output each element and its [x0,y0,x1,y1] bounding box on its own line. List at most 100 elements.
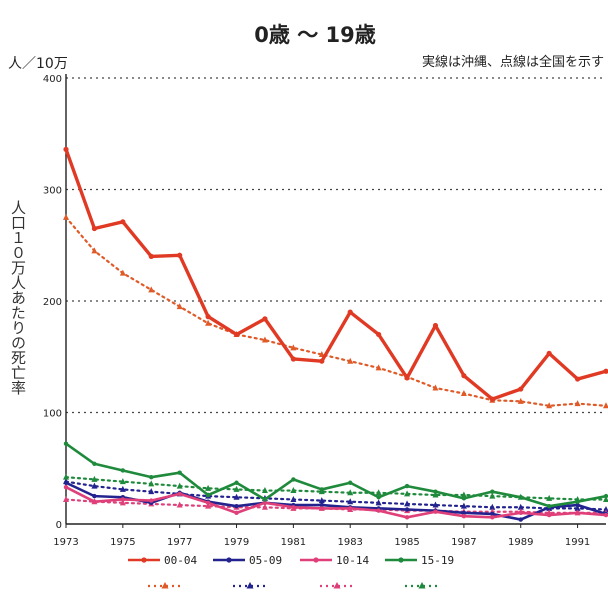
okinawa-point [546,503,552,509]
okinawa-point [461,513,467,519]
national-point [233,493,240,500]
okinawa-point [234,480,239,485]
national-point [404,500,411,507]
okinawa-point [432,322,439,329]
okinawa-point [149,498,154,503]
national-point [375,364,382,371]
national-point [574,504,581,511]
national-point [176,501,183,508]
okinawa-point [92,493,97,499]
okinawa-point [291,505,296,510]
okinawa-point [348,506,353,511]
okinawa-point [205,314,211,320]
national-point [375,489,382,496]
national-point [460,491,467,498]
national-point [347,498,354,505]
x-tick-label: 1979 [224,537,249,548]
okinawa-point [63,480,69,485]
okinawa-point [518,386,524,392]
legend-label: 00-04 [164,554,197,567]
national-point [91,482,98,489]
okinawa-point [433,489,438,494]
okinawa-point [518,495,523,500]
okinawa-point [177,470,182,475]
national-point [375,499,382,506]
okinawa-point [91,225,98,232]
y-tick-label: 100 [43,409,62,420]
national-point [517,397,524,404]
legend-label: 15-19 [421,554,454,567]
national-point [205,502,212,509]
x-tick-label: 1973 [53,537,78,548]
okinawa-point [291,477,296,482]
legend-marker [313,557,319,563]
okinawa-point [120,219,126,225]
national-point [233,485,240,492]
okinawa-point [603,512,608,518]
national-point [290,495,297,502]
okinawa-point [461,496,467,501]
legend-label: 05-09 [249,554,282,567]
okinawa-point [461,373,467,379]
chart-title: 0歳 ～ 19歳 [254,23,375,47]
national-point [432,491,439,498]
national-point [460,390,467,397]
okinawa-point [489,396,495,402]
national-point [176,482,183,489]
legend-marker [398,557,404,563]
national-point [432,384,439,391]
okinawa-point [177,252,183,258]
national-point [261,503,268,510]
okinawa-point [262,497,268,502]
okinawa-point [319,487,324,492]
okinawa-point [148,253,154,259]
okinawa-point [319,358,325,364]
okinawa-point [404,507,410,512]
national-series-line-4 [64,216,608,407]
national-point [119,269,126,276]
chart-note: 実線は沖縄、点線は全国を示す [422,54,604,70]
national-point [63,213,69,220]
okinawa-point [461,510,467,516]
y-axis-title: 人口１０万人あたりの死亡率 [9,200,27,395]
x-tick-label: 1987 [451,537,476,548]
national-point [489,492,496,499]
okinawa-point [149,474,154,480]
okinawa-point [574,376,581,382]
national-point [347,357,354,364]
okinawa-point [233,331,240,338]
x-tick-label: 1983 [337,537,362,548]
okinawa-point [319,502,324,508]
national-point [290,487,297,494]
national-point [546,402,553,409]
national-point [148,480,155,487]
okinawa-series-line-1 [64,481,608,521]
okinawa-point [490,489,495,494]
national-point [546,494,553,501]
national-point [489,503,496,510]
national-point [119,478,126,485]
okinawa-point [92,499,97,504]
okinawa-point [262,316,268,322]
okinawa-point [575,510,580,516]
okinawa-point [518,517,523,522]
x-tick-label: 1975 [110,537,135,548]
national-point [261,336,268,343]
national-point [176,303,183,310]
okinawa-point [603,493,608,499]
okinawa-point [404,483,410,489]
national-point [261,487,268,494]
okinawa-series-line-0 [64,147,608,401]
okinawa-point [433,509,438,514]
legend: 00-04 05-09 10-14 15-19 [128,554,454,589]
okinawa-point [63,485,69,490]
okinawa-point [205,500,211,506]
national-point [290,344,297,351]
national-point [517,503,524,510]
national-point [119,499,126,506]
okinawa-point [518,510,523,516]
x-tick-label: 1989 [508,537,533,548]
legend-marker [246,582,254,589]
okinawa-point [490,511,495,517]
